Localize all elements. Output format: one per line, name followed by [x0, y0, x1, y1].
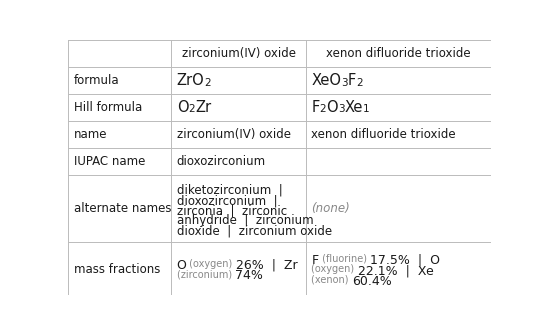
Text: Xe: Xe: [344, 100, 363, 115]
Text: 17.5%  |  O: 17.5% | O: [370, 254, 440, 267]
Text: XeO: XeO: [312, 73, 342, 88]
Text: (zirconium): (zirconium): [177, 269, 235, 279]
Text: dioxozirconium  |: dioxozirconium |: [177, 194, 277, 207]
Text: 3: 3: [342, 78, 348, 88]
Text: O: O: [177, 259, 186, 272]
Text: zirconia  |  zirconic: zirconia | zirconic: [177, 204, 287, 217]
Text: dioxide  |  zirconium oxide: dioxide | zirconium oxide: [177, 224, 332, 237]
Text: Hill formula: Hill formula: [74, 101, 142, 114]
Text: formula: formula: [74, 74, 119, 87]
Text: 60.4%: 60.4%: [352, 275, 392, 288]
Text: (fluorine): (fluorine): [319, 254, 370, 264]
Text: xenon difluoride trioxide: xenon difluoride trioxide: [326, 47, 470, 60]
Text: xenon difluoride trioxide: xenon difluoride trioxide: [312, 128, 456, 141]
Text: F: F: [312, 100, 320, 115]
Text: 3: 3: [338, 105, 344, 115]
Text: 1: 1: [363, 105, 370, 115]
Text: 2: 2: [356, 78, 363, 88]
Text: zirconium(IV) oxide: zirconium(IV) oxide: [177, 128, 290, 141]
Text: 2: 2: [204, 78, 211, 88]
Text: diketozirconium  |: diketozirconium |: [177, 184, 282, 197]
Text: (none): (none): [312, 202, 350, 215]
Text: 22.1%  |  Xe: 22.1% | Xe: [358, 264, 433, 277]
Text: 2: 2: [188, 105, 195, 115]
Text: alternate names: alternate names: [74, 202, 171, 215]
Text: dioxozirconium: dioxozirconium: [177, 155, 266, 168]
Text: 26%  |  Zr: 26% | Zr: [236, 259, 298, 272]
Text: Zr: Zr: [195, 100, 211, 115]
Text: F: F: [348, 73, 356, 88]
Text: 2: 2: [320, 105, 326, 115]
Text: ZrO: ZrO: [177, 73, 204, 88]
Text: IUPAC name: IUPAC name: [74, 155, 145, 168]
Text: O: O: [326, 100, 338, 115]
Text: O: O: [177, 100, 188, 115]
Text: zirconium(IV) oxide: zirconium(IV) oxide: [181, 47, 295, 60]
Text: name: name: [74, 128, 107, 141]
Text: F: F: [312, 254, 319, 267]
Text: 74%: 74%: [235, 269, 263, 282]
Text: anhydride  |  zirconium: anhydride | zirconium: [177, 214, 313, 227]
Text: mass fractions: mass fractions: [74, 263, 160, 276]
Text: (oxygen): (oxygen): [312, 264, 358, 274]
Text: (oxygen): (oxygen): [186, 259, 236, 269]
Text: (xenon): (xenon): [312, 275, 352, 285]
